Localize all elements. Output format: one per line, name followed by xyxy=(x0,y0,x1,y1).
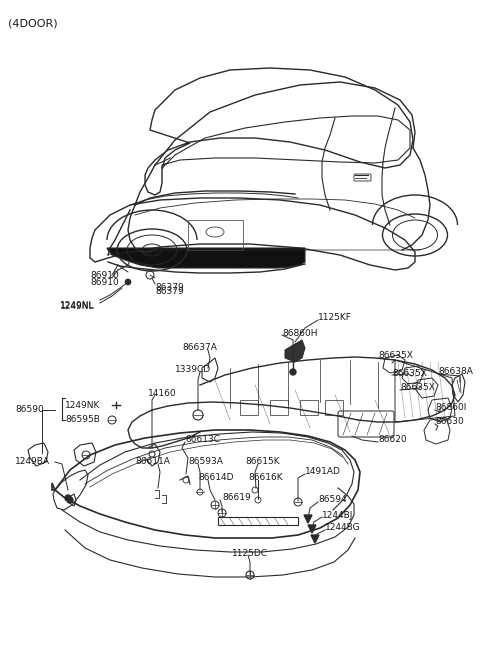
Text: 86860I: 86860I xyxy=(435,403,467,413)
Text: 86638A: 86638A xyxy=(438,367,473,377)
Text: 86613C: 86613C xyxy=(185,436,220,445)
Text: 86595B: 86595B xyxy=(65,415,100,424)
Circle shape xyxy=(65,495,71,501)
Text: 1249BA: 1249BA xyxy=(15,457,50,466)
Text: 86614D: 86614D xyxy=(198,474,233,483)
Text: 86635X: 86635X xyxy=(392,369,427,377)
Text: 86590: 86590 xyxy=(15,405,44,415)
Text: 1249NK: 1249NK xyxy=(65,400,100,409)
Text: (4DOOR): (4DOOR) xyxy=(8,18,58,28)
Text: 86635X: 86635X xyxy=(378,352,413,360)
Polygon shape xyxy=(107,248,305,268)
Text: 14160: 14160 xyxy=(148,388,177,398)
Polygon shape xyxy=(304,515,312,523)
Text: 1244BG: 1244BG xyxy=(325,523,360,533)
Text: 1125DC: 1125DC xyxy=(232,548,268,557)
Text: 86379: 86379 xyxy=(155,287,184,296)
Text: 86616K: 86616K xyxy=(248,474,283,483)
Text: 86615K: 86615K xyxy=(245,457,280,466)
Text: 86637A: 86637A xyxy=(182,343,217,352)
Text: 1244BJ: 1244BJ xyxy=(322,510,353,519)
Text: 1249NL: 1249NL xyxy=(60,302,95,311)
Polygon shape xyxy=(311,535,319,543)
Text: 86635X: 86635X xyxy=(400,383,435,392)
Text: 1491AD: 1491AD xyxy=(305,468,341,476)
Text: 1125KF: 1125KF xyxy=(318,314,352,322)
Circle shape xyxy=(125,279,131,285)
Text: 1339CD: 1339CD xyxy=(175,365,211,375)
Circle shape xyxy=(67,497,73,503)
Text: 86619: 86619 xyxy=(222,493,251,502)
Polygon shape xyxy=(285,340,305,362)
Text: 86379: 86379 xyxy=(155,282,184,291)
Polygon shape xyxy=(308,525,316,533)
Text: 86910: 86910 xyxy=(90,271,119,280)
Text: 86620: 86620 xyxy=(378,436,407,445)
Text: 86630: 86630 xyxy=(435,417,464,426)
Text: 86594: 86594 xyxy=(318,495,347,504)
Text: 86860H: 86860H xyxy=(282,329,317,337)
Text: 1249NL: 1249NL xyxy=(60,301,95,310)
Text: 86611A: 86611A xyxy=(135,457,170,466)
Text: 86910: 86910 xyxy=(90,278,119,287)
Circle shape xyxy=(290,369,296,375)
Text: 86593A: 86593A xyxy=(188,457,223,466)
